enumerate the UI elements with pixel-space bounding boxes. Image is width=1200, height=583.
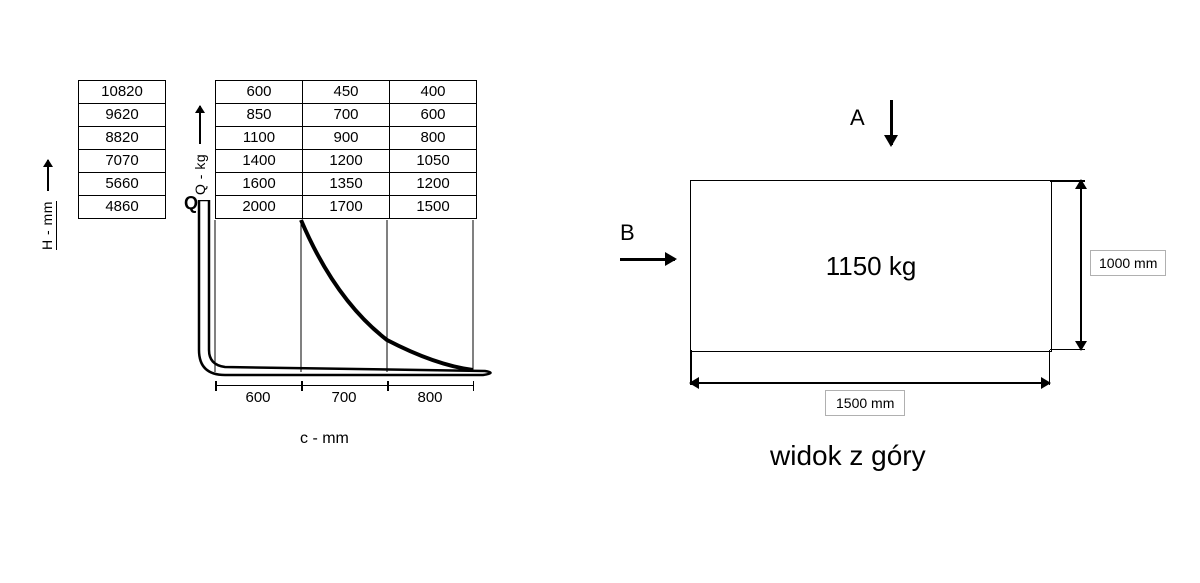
- capacity-cell: 450: [302, 81, 389, 103]
- c-value-cell: 800: [387, 385, 473, 413]
- capacity-cell: 600: [216, 81, 302, 103]
- dim-width-tag: 1500 mm: [825, 390, 905, 416]
- capacity-cell: 900: [302, 126, 389, 149]
- capacity-cell: 1200: [389, 172, 476, 195]
- dim-height: 1000 mm: [1070, 180, 1130, 350]
- left-panel: H - mm 1082096208820707056604860 Q - kg …: [0, 0, 600, 583]
- h-axis-label: H - mm: [39, 160, 57, 250]
- c-value-cell: 700: [301, 385, 387, 413]
- capacity-cell: 800: [389, 126, 476, 149]
- q-axis-label-wrap: Q - kg: [192, 85, 210, 195]
- fork-schematic: [185, 200, 505, 395]
- capacity-row: 850700600: [216, 103, 476, 126]
- q-axis-label: Q - kg: [192, 85, 208, 195]
- c-values-row: 600700800: [215, 385, 473, 413]
- capacity-cell: 600: [389, 103, 476, 126]
- dim-height-tag: 1000 mm: [1090, 250, 1166, 276]
- capacity-cell: 1600: [216, 172, 302, 195]
- capacity-cell: 400: [389, 81, 476, 103]
- dim-arrow-icon: [690, 382, 1050, 384]
- dim-arrow-icon: [1080, 180, 1082, 350]
- h-axis-text: H - mm: [39, 201, 57, 250]
- h-arrow-icon: [47, 160, 49, 191]
- capacity-row: 1100900800: [216, 126, 476, 149]
- dim-width: 1500 mm: [690, 370, 1050, 430]
- capacity-cell: 700: [302, 103, 389, 126]
- label-b: B: [620, 220, 635, 246]
- q-arrow-icon: [199, 106, 201, 144]
- caption-label: widok z góry: [770, 440, 926, 472]
- arrow-down-icon: [890, 100, 893, 145]
- capacity-cell: 1400: [216, 149, 302, 172]
- capacity-table: 6004504008507006001100900800140012001050…: [215, 80, 477, 219]
- capacity-row: 160013501200: [216, 172, 476, 195]
- capacity-row: 140012001050: [216, 149, 476, 172]
- arrow-right-icon: [620, 258, 675, 261]
- h-value-cell: 9620: [79, 103, 165, 126]
- capacity-cell: 850: [216, 103, 302, 126]
- capacity-cell: 1100: [216, 126, 302, 149]
- h-axis-label-wrap: H - mm: [39, 160, 57, 250]
- q-axis-text: Q - kg: [192, 154, 208, 195]
- capacity-cell: 1350: [302, 172, 389, 195]
- right-panel: A B 1150 kg 1000 mm 1500 mm widok z góry: [600, 0, 1200, 583]
- c-value-cell: 600: [215, 385, 301, 413]
- capacity-cell: 1050: [389, 149, 476, 172]
- label-a: A: [850, 105, 865, 131]
- h-value-cell: 10820: [79, 81, 165, 103]
- h-value-cell: 4860: [79, 195, 165, 218]
- page-root: H - mm 1082096208820707056604860 Q - kg …: [0, 0, 1200, 583]
- load-box-text: 1150 kg: [826, 251, 917, 282]
- capacity-cell: 1200: [302, 149, 389, 172]
- h-value-cell: 7070: [79, 149, 165, 172]
- load-box: 1150 kg: [690, 180, 1052, 352]
- h-values-table: 1082096208820707056604860: [78, 80, 166, 219]
- c-axis-label: c - mm: [300, 430, 349, 448]
- capacity-row: 600450400: [216, 81, 476, 103]
- h-value-cell: 5660: [79, 172, 165, 195]
- h-value-cell: 8820: [79, 126, 165, 149]
